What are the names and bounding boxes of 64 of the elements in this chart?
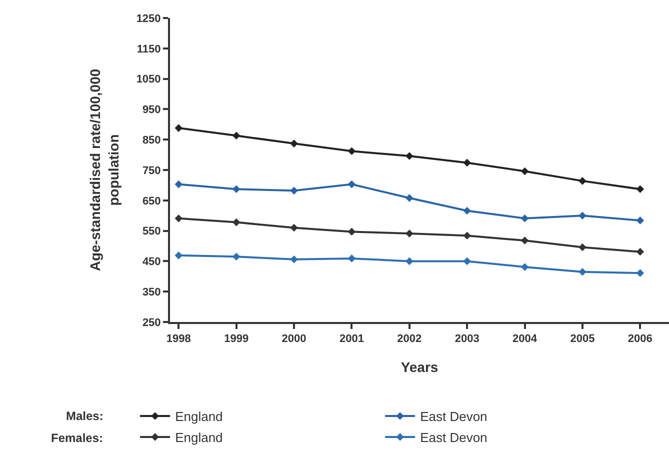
point: [290, 140, 298, 148]
y-tick-label: 550: [142, 226, 161, 238]
y-tick-label: 250: [142, 316, 161, 329]
legend-label: East Devon: [420, 430, 488, 446]
point: [578, 212, 586, 220]
legend-label: East Devon: [420, 409, 488, 424]
x-tick-label: 2002: [397, 333, 422, 346]
point: [520, 236, 529, 244]
point: [463, 257, 471, 266]
point: [290, 255, 298, 264]
text: Females:: [51, 431, 104, 445]
point: [232, 132, 240, 140]
y-tick-label: 650: [142, 195, 161, 208]
point: [463, 206, 471, 215]
y-tick-label: 450: [142, 256, 161, 268]
point: [174, 180, 183, 188]
point: [463, 232, 471, 240]
legend-label: England: [175, 430, 223, 446]
text: Males:: [66, 409, 104, 423]
point: [290, 186, 298, 195]
point: [520, 214, 529, 222]
point: [406, 257, 414, 266]
point: [348, 228, 356, 236]
x-tick-label: 2000: [282, 333, 306, 346]
point: [348, 254, 356, 262]
point: [290, 224, 298, 232]
y-axis-title: Age-standardised rate/100,000 population: [87, 68, 122, 272]
y-tick-label: 850: [142, 134, 161, 146]
point: [636, 248, 644, 256]
x-tick-label: 2006: [628, 333, 652, 346]
point: [520, 263, 529, 271]
point: [174, 252, 183, 260]
point: [636, 185, 644, 194]
y-tick-label: 750: [142, 164, 161, 177]
point: [406, 194, 414, 202]
point: [578, 177, 586, 185]
point: [348, 180, 356, 188]
point: [232, 252, 240, 261]
point: [578, 243, 586, 252]
y-tick-label: 950: [142, 104, 161, 116]
point: [636, 216, 644, 224]
legend-label: England: [175, 409, 223, 424]
x-tick-label: 1999: [224, 333, 249, 346]
y-tick-label: 350: [142, 286, 161, 298]
y-tick-label: 1150: [136, 43, 161, 56]
point: [232, 218, 240, 226]
x-tick-label: 2004: [512, 333, 538, 346]
point: [174, 124, 183, 132]
point: [636, 269, 644, 277]
y-tick-label: 1050: [136, 74, 161, 86]
x-axis-title: Years: [400, 359, 438, 375]
point: [174, 214, 183, 222]
point: [406, 230, 414, 238]
point: [348, 147, 356, 156]
x-tick-label: 2001: [339, 333, 364, 346]
point: [232, 185, 240, 194]
point: [463, 158, 471, 167]
x-tick-label: 1998: [166, 333, 191, 346]
y-tick-label: 1250: [136, 12, 161, 25]
x-tick-label: 2003: [454, 333, 480, 346]
point: [406, 152, 414, 160]
point: [578, 268, 586, 276]
x-tick-label: 2005: [570, 333, 595, 346]
point: [520, 167, 529, 176]
